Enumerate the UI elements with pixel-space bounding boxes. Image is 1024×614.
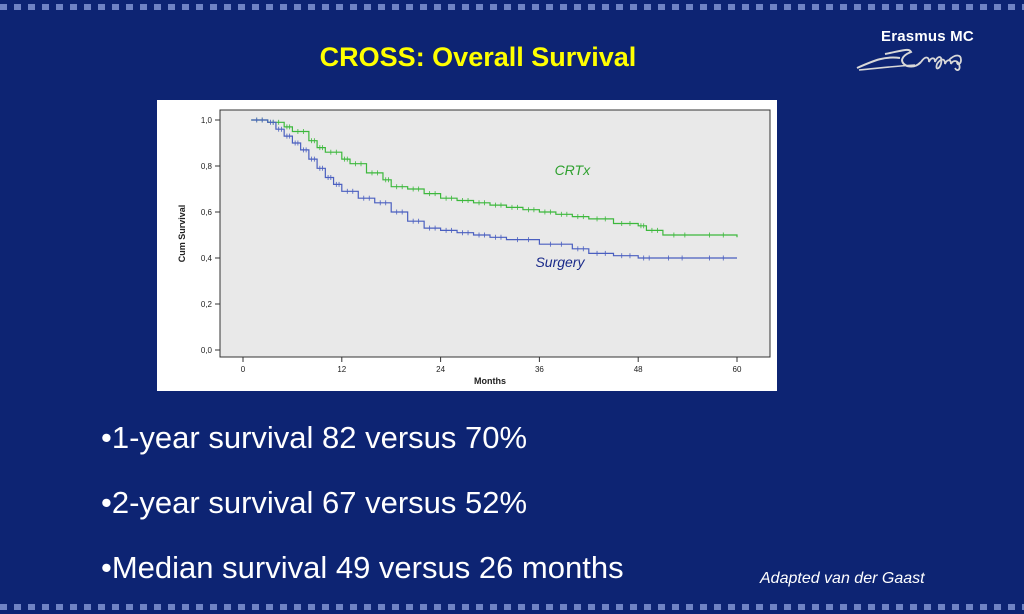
source-credit: Adapted van der Gaast (760, 570, 925, 587)
bottom-dashed-border (0, 604, 1024, 610)
y-tick-label: 0,4 (201, 254, 213, 263)
bullet-list: •1-year survival 82 versus 70% •2-year s… (101, 418, 624, 613)
x-tick-label: 24 (436, 365, 445, 374)
y-axis-label: Cum Survival (177, 205, 187, 263)
surgery-label: Surgery (535, 254, 585, 270)
y-tick-label: 0,8 (201, 162, 213, 171)
survival-chart-svg: 0,0 0,2 0,4 0,6 0,8 1,0 0 12 24 36 48 60 Months Cum S… (177, 109, 771, 386)
y-tick-label: 0,6 (201, 208, 213, 217)
x-tick-label: 0 (241, 365, 246, 374)
bullet-item: •2-year survival 67 versus 52% (101, 485, 528, 520)
x-tick-label: 36 (535, 365, 544, 374)
x-tick-label: 48 (634, 365, 643, 374)
y-tick-label: 0,0 (201, 346, 213, 355)
y-tick-label: 1,0 (201, 116, 213, 125)
surgery-curve (251, 119, 737, 259)
x-tick-label: 12 (337, 365, 346, 374)
plot-area (219, 109, 771, 358)
erasmus-mc-logo: Erasmus MC (855, 26, 1005, 76)
x-axis-label: Months (474, 376, 506, 386)
slide-title: CROSS: Overall Survival (319, 42, 637, 72)
y-tick-label: 0,2 (201, 300, 213, 309)
survival-chart: 0,0 0,2 0,4 0,6 0,8 1,0 0 12 24 36 48 60 Months Cum S… (157, 100, 777, 391)
top-dashed-border (0, 4, 1024, 10)
signature-logo-icon (856, 48, 962, 71)
bullet-item: •1-year survival 82 versus 70% (101, 420, 528, 455)
bullet-item: •Median survival 49 versus 26 months (101, 550, 624, 585)
logo-text: Erasmus MC (881, 28, 974, 45)
crtx-label: CRTx (555, 162, 592, 178)
x-tick-label: 60 (733, 365, 742, 374)
crtx-curve (251, 119, 738, 238)
